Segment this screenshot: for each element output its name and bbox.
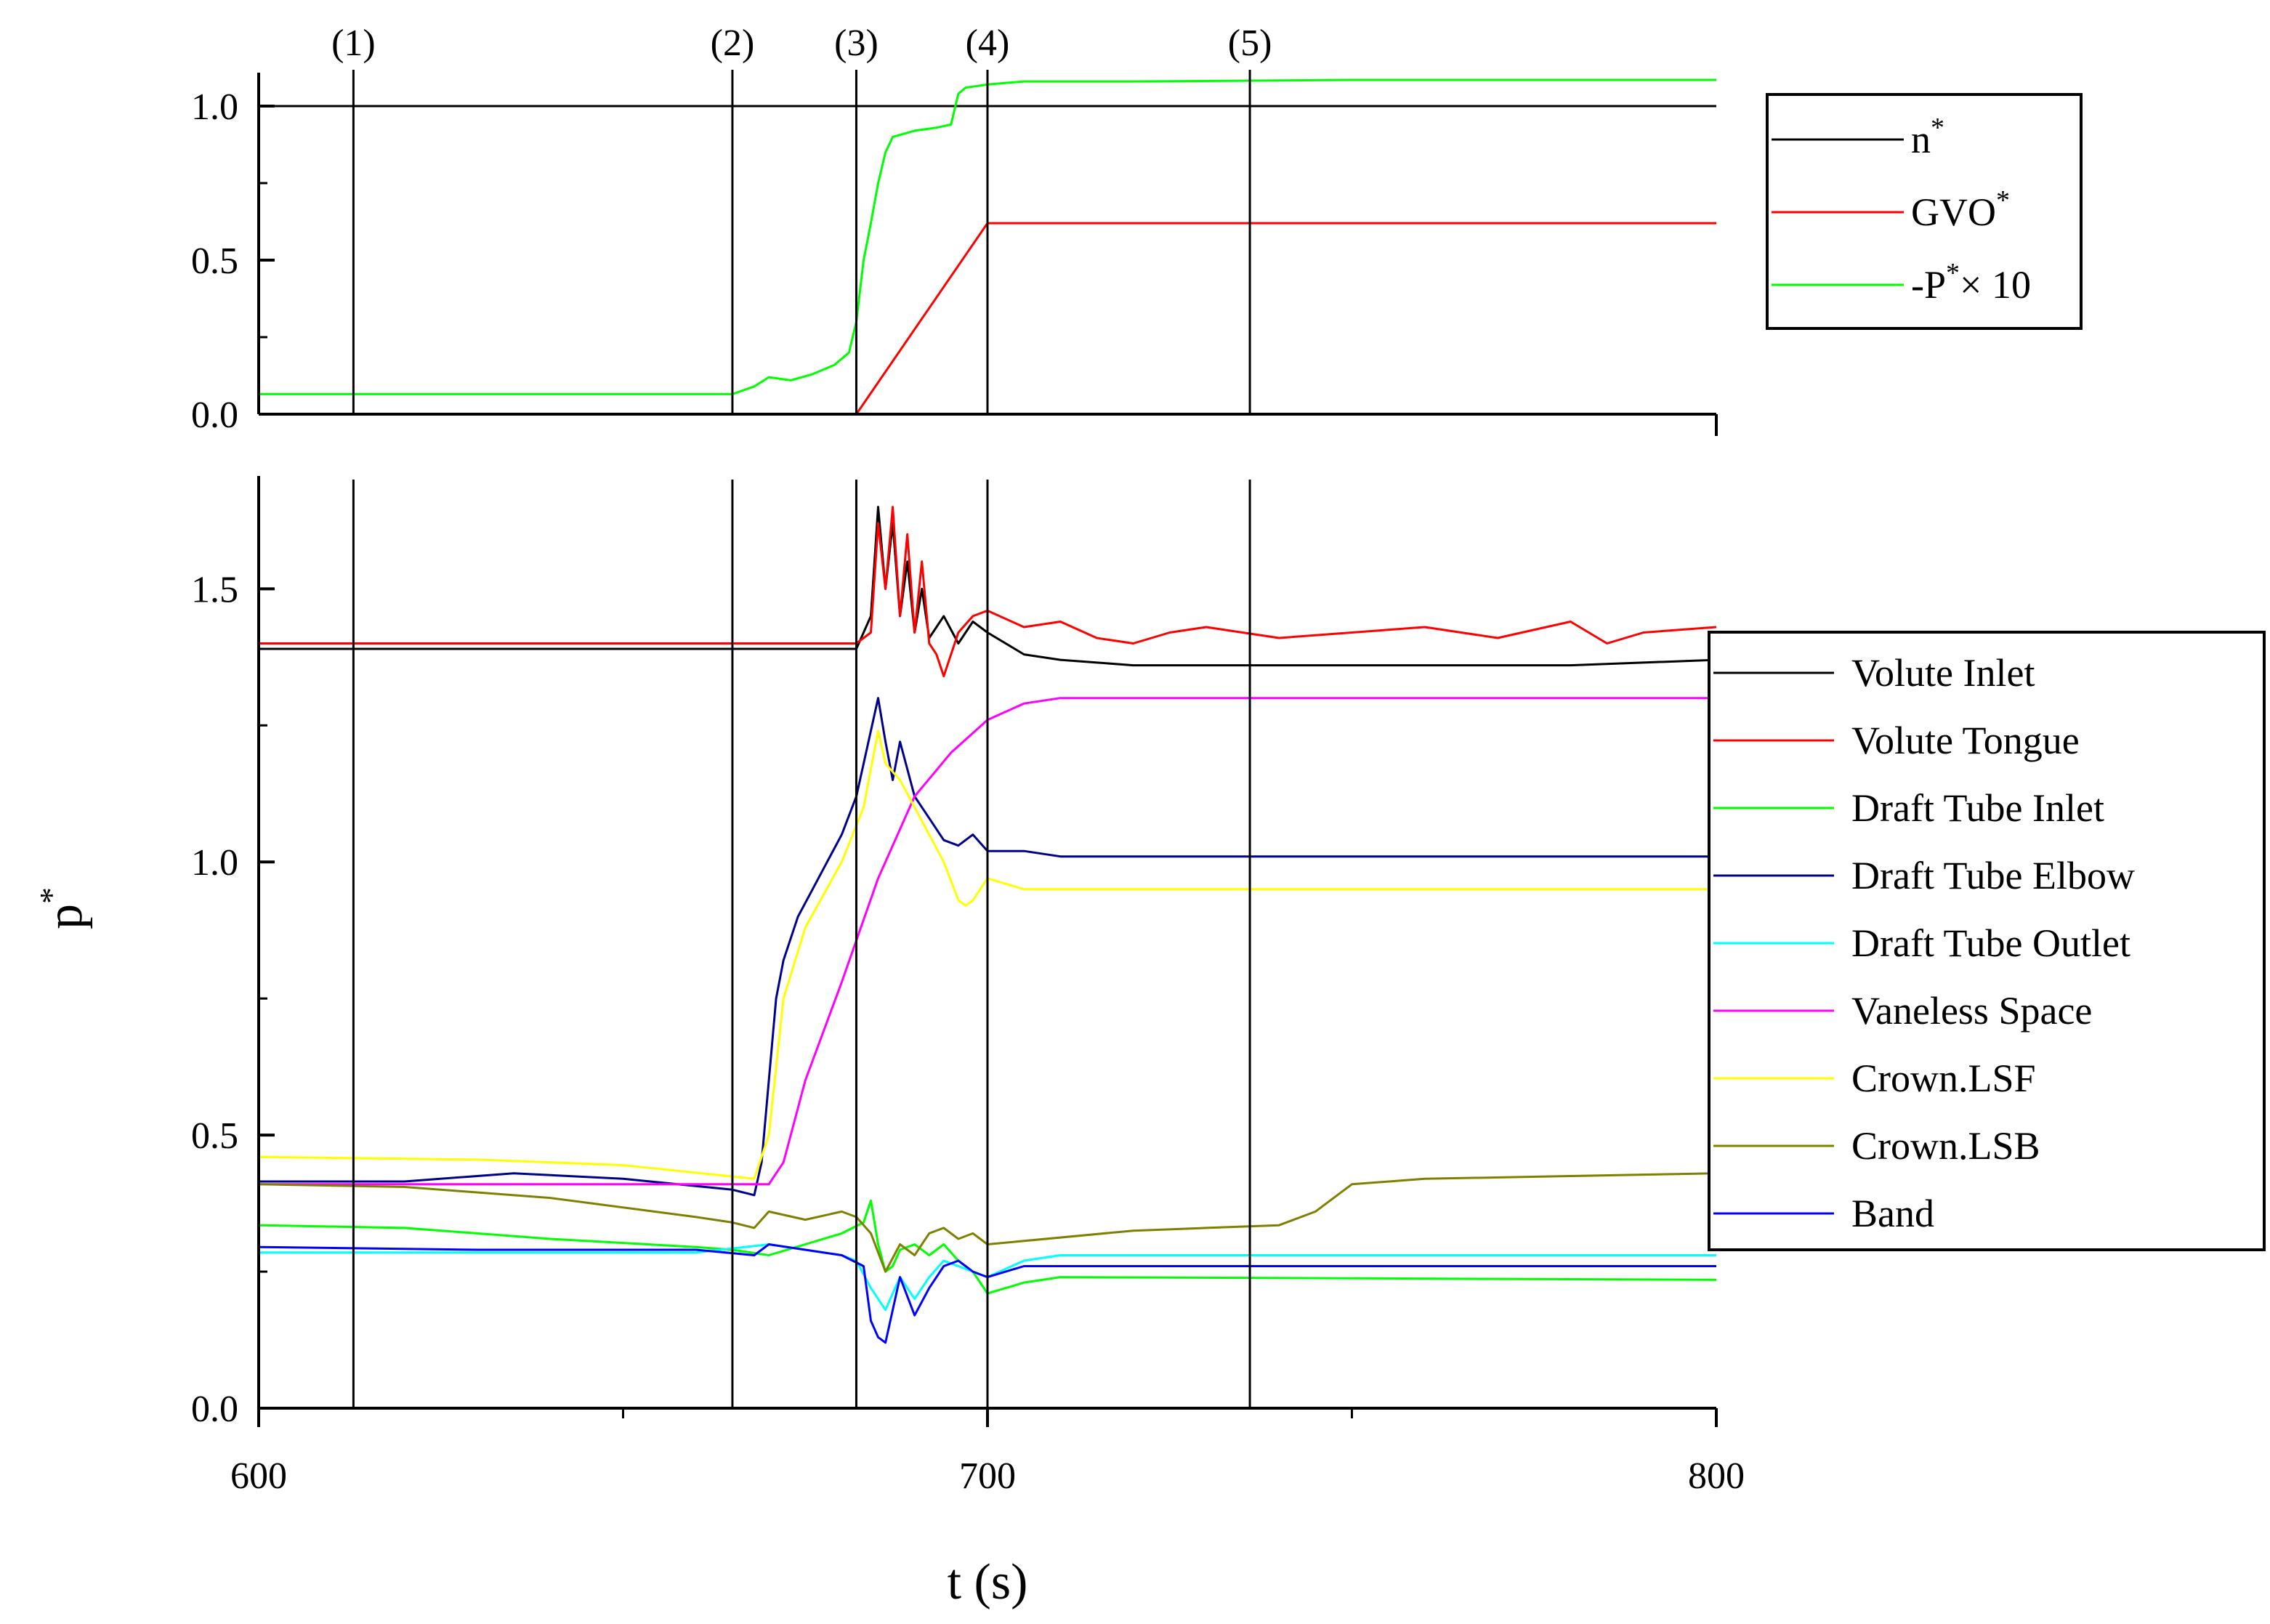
x-axis-title: t (s) [948, 1554, 1028, 1610]
bottom-legend-label-text: Crown.LSF [1851, 1057, 2036, 1100]
top-legend-label-superscript: * [1946, 258, 1960, 288]
top-legend-label-superscript: * [1931, 113, 1944, 143]
bottom-series-vaneless-space [259, 697, 1716, 1186]
top-legend-label-gvo: GVO* [1911, 185, 2010, 234]
bottom-legend-label-text: Draft Tube Outlet [1851, 921, 2130, 965]
bottom-legend-label-crown-lsb: Crown.LSB [1851, 1124, 2040, 1168]
bottom-legend-label-text: Band [1851, 1192, 1934, 1235]
bottom-legend-label-text: Draft Tube Elbow [1851, 854, 2135, 897]
bottom-series-draft-tube-elbow [259, 697, 1716, 1197]
top-legend-label-text: GVO [1911, 190, 1996, 234]
bottom-ytick-label: 0.0 [191, 1389, 238, 1430]
bottom-xtick-label: 600 [230, 1455, 287, 1497]
event-label-3: (3) [834, 23, 878, 64]
bottom-legend-label-draft-tube-elbow: Draft Tube Elbow [1851, 854, 2135, 897]
bottom-legend-label-vaneless-space: Vaneless Space [1851, 989, 2092, 1033]
bottom-series-crown-lsb [258, 1172, 1717, 1273]
bottom-legend-label-draft-tube-outlet: Draft Tube Outlet [1851, 921, 2130, 965]
top-ytick-label: 0.5 [191, 241, 238, 282]
bottom-legend-label-draft-tube-inlet: Draft Tube Inlet [1851, 786, 2104, 830]
bottom-panel [258, 506, 1717, 1344]
event-markers: (1) (2) (3) (4) (5) [331, 23, 1272, 1408]
top-series-p [259, 78, 1716, 395]
y-axis-title-superscript: * [33, 887, 70, 904]
top-legend: n*GVO*-P*× 10 [1766, 93, 2083, 330]
bottom-series-crown-lsf [258, 730, 1716, 1180]
top-legend-label-suffix: × 10 [1960, 263, 2031, 307]
bottom-legend-label-text: Crown.LSB [1851, 1124, 2040, 1168]
top-legend-label-superscript: * [1996, 185, 2010, 216]
axes: 0.0 0.5 1.0 0.0 0.5 1.0 1.5 600 700 800 t (s) p* [33, 73, 1745, 1610]
bottom-legend-label-text: Vaneless Space [1851, 989, 2092, 1033]
bottom-legend-label-band: Band [1851, 1192, 1934, 1235]
bottom-ytick-label: 1.0 [191, 842, 238, 884]
top-ytick-label: 1.0 [191, 86, 238, 128]
bottom-ytick-label: 0.5 [191, 1115, 238, 1157]
event-label-5: (5) [1228, 23, 1272, 64]
top-legend-label-text: n [1911, 118, 1931, 161]
event-label-4: (4) [966, 23, 1010, 64]
bottom-legend-label-text: Volute Inlet [1851, 651, 2035, 695]
y-axis-title-main: p [37, 904, 93, 929]
y-axis-title: p* [33, 887, 93, 929]
event-label-1: (1) [331, 23, 376, 64]
top-legend-label-p: -P*× 10 [1911, 258, 2031, 307]
bottom-legend-label-volute-tongue: Volute Tongue [1851, 719, 2080, 762]
bottom-legend: Volute Inlet Volute Tongue Draft Tube Inle… [1708, 631, 2266, 1251]
bottom-legend-label-crown-lsf: Crown.LSF [1851, 1057, 2036, 1100]
bottom-legend-label-volute-inlet: Volute Inlet [1851, 651, 2035, 695]
bottom-series-volute-tongue [259, 506, 1717, 678]
top-legend-label-n: n* [1911, 113, 1944, 161]
bottom-xtick-label: 800 [1688, 1455, 1745, 1497]
bottom-legend-label-text: Volute Tongue [1851, 719, 2080, 762]
bottom-series-band [258, 1243, 1716, 1344]
bottom-ytick-label: 1.5 [191, 569, 238, 610]
bottom-legend-label-text: Draft Tube Inlet [1851, 786, 2104, 830]
event-label-2: (2) [711, 23, 755, 64]
bottom-xtick-label: 700 [959, 1455, 1016, 1497]
top-ytick-label: 0.0 [191, 395, 238, 436]
top-legend-label-text: -P [1911, 263, 1946, 307]
